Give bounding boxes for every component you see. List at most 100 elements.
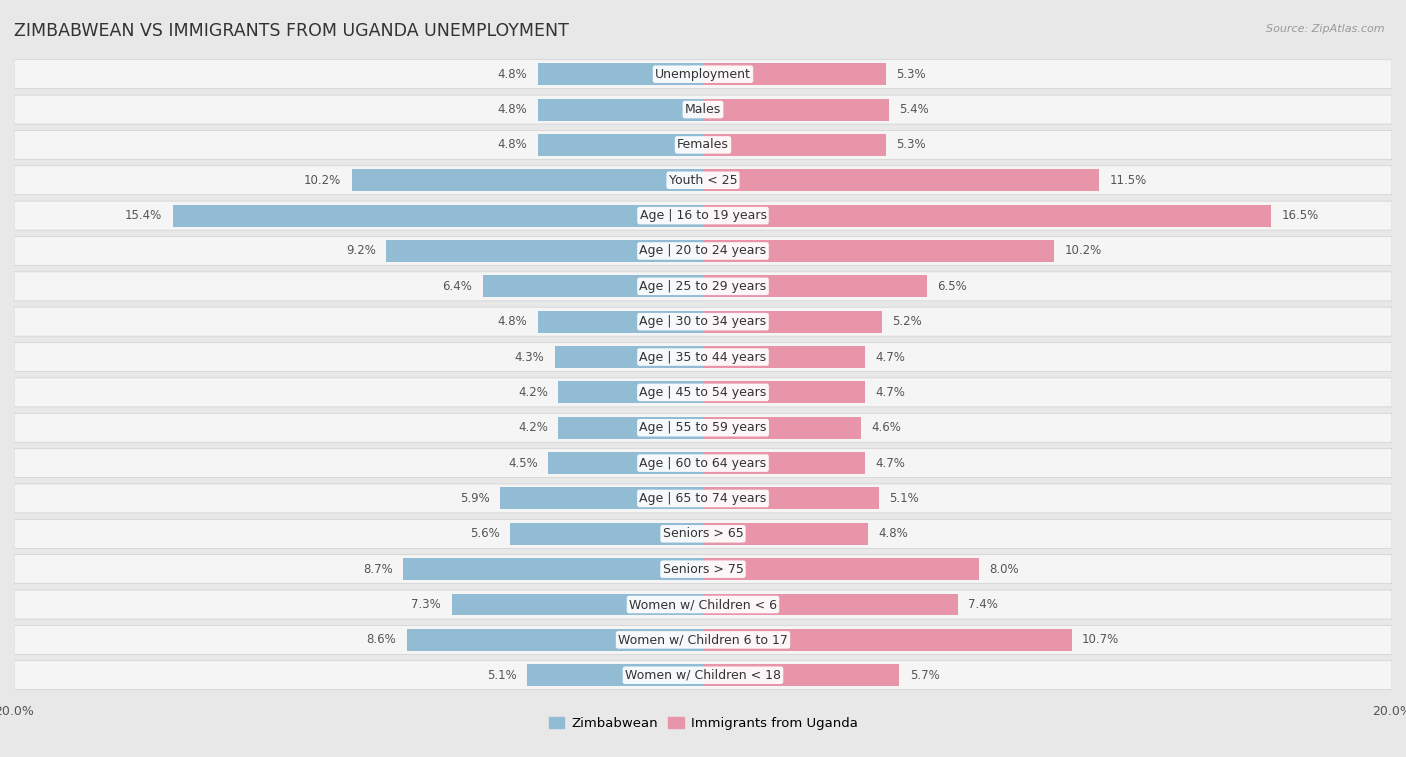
- Bar: [703, 593, 957, 615]
- Text: Women w/ Children < 18: Women w/ Children < 18: [626, 668, 780, 682]
- Text: 5.4%: 5.4%: [900, 103, 929, 116]
- FancyBboxPatch shape: [14, 201, 1392, 230]
- Text: 4.8%: 4.8%: [498, 315, 527, 329]
- Bar: [703, 558, 979, 580]
- Text: Age | 20 to 24 years: Age | 20 to 24 years: [640, 245, 766, 257]
- Bar: [537, 134, 703, 156]
- Bar: [703, 382, 865, 403]
- Bar: [703, 346, 865, 368]
- Text: Age | 30 to 34 years: Age | 30 to 34 years: [640, 315, 766, 329]
- Bar: [451, 593, 703, 615]
- FancyBboxPatch shape: [14, 555, 1392, 584]
- Bar: [703, 204, 1271, 226]
- Text: 5.7%: 5.7%: [910, 668, 939, 682]
- Text: Age | 16 to 19 years: Age | 16 to 19 years: [640, 209, 766, 222]
- Text: 10.2%: 10.2%: [304, 174, 342, 187]
- Bar: [703, 488, 879, 509]
- FancyBboxPatch shape: [14, 236, 1392, 266]
- Text: 4.6%: 4.6%: [872, 421, 901, 435]
- Text: Seniors > 75: Seniors > 75: [662, 562, 744, 575]
- FancyBboxPatch shape: [14, 307, 1392, 336]
- Text: 7.3%: 7.3%: [412, 598, 441, 611]
- Bar: [703, 98, 889, 120]
- Text: 4.7%: 4.7%: [875, 386, 905, 399]
- Bar: [537, 310, 703, 332]
- Text: Unemployment: Unemployment: [655, 67, 751, 81]
- Text: 6.4%: 6.4%: [443, 280, 472, 293]
- Text: Age | 35 to 44 years: Age | 35 to 44 years: [640, 350, 766, 363]
- Text: ZIMBABWEAN VS IMMIGRANTS FROM UGANDA UNEMPLOYMENT: ZIMBABWEAN VS IMMIGRANTS FROM UGANDA UNE…: [14, 22, 569, 40]
- Text: 4.2%: 4.2%: [519, 421, 548, 435]
- Bar: [352, 170, 703, 192]
- Bar: [510, 523, 703, 545]
- Bar: [703, 240, 1054, 262]
- Text: 10.2%: 10.2%: [1064, 245, 1102, 257]
- Bar: [527, 665, 703, 686]
- Text: Seniors > 65: Seniors > 65: [662, 528, 744, 540]
- FancyBboxPatch shape: [14, 413, 1392, 442]
- Text: 4.5%: 4.5%: [508, 456, 537, 469]
- Bar: [548, 452, 703, 474]
- Text: 10.7%: 10.7%: [1083, 634, 1119, 646]
- Bar: [558, 417, 703, 439]
- Text: 4.8%: 4.8%: [498, 67, 527, 81]
- Text: Age | 55 to 59 years: Age | 55 to 59 years: [640, 421, 766, 435]
- Text: 4.7%: 4.7%: [875, 456, 905, 469]
- Text: 4.3%: 4.3%: [515, 350, 544, 363]
- Legend: Zimbabwean, Immigrants from Uganda: Zimbabwean, Immigrants from Uganda: [543, 712, 863, 735]
- FancyBboxPatch shape: [14, 625, 1392, 654]
- FancyBboxPatch shape: [14, 378, 1392, 407]
- Text: 8.6%: 8.6%: [367, 634, 396, 646]
- Bar: [499, 488, 703, 509]
- Text: Youth < 25: Youth < 25: [669, 174, 737, 187]
- Bar: [537, 64, 703, 86]
- Bar: [703, 523, 869, 545]
- FancyBboxPatch shape: [14, 519, 1392, 548]
- FancyBboxPatch shape: [14, 590, 1392, 619]
- Text: 4.2%: 4.2%: [519, 386, 548, 399]
- Bar: [703, 170, 1099, 192]
- Text: 11.5%: 11.5%: [1109, 174, 1147, 187]
- Text: 4.8%: 4.8%: [498, 139, 527, 151]
- Bar: [537, 98, 703, 120]
- Bar: [387, 240, 703, 262]
- Text: Males: Males: [685, 103, 721, 116]
- FancyBboxPatch shape: [14, 130, 1392, 160]
- Bar: [703, 629, 1071, 651]
- Bar: [703, 276, 927, 298]
- Text: 5.3%: 5.3%: [896, 67, 925, 81]
- Text: Age | 25 to 29 years: Age | 25 to 29 years: [640, 280, 766, 293]
- Text: 5.1%: 5.1%: [889, 492, 918, 505]
- Text: Females: Females: [678, 139, 728, 151]
- Text: 5.1%: 5.1%: [488, 668, 517, 682]
- Bar: [404, 558, 703, 580]
- FancyBboxPatch shape: [14, 95, 1392, 124]
- Bar: [703, 310, 882, 332]
- Bar: [482, 276, 703, 298]
- Text: 8.7%: 8.7%: [363, 562, 392, 575]
- FancyBboxPatch shape: [14, 343, 1392, 372]
- Text: 4.7%: 4.7%: [875, 350, 905, 363]
- Text: Women w/ Children < 6: Women w/ Children < 6: [628, 598, 778, 611]
- Bar: [703, 64, 886, 86]
- Bar: [173, 204, 703, 226]
- Bar: [555, 346, 703, 368]
- FancyBboxPatch shape: [14, 661, 1392, 690]
- Bar: [703, 452, 865, 474]
- Bar: [703, 417, 862, 439]
- Text: Age | 60 to 64 years: Age | 60 to 64 years: [640, 456, 766, 469]
- Text: 5.9%: 5.9%: [460, 492, 489, 505]
- Text: Age | 65 to 74 years: Age | 65 to 74 years: [640, 492, 766, 505]
- Bar: [703, 665, 900, 686]
- Text: 5.6%: 5.6%: [470, 528, 499, 540]
- Text: 7.4%: 7.4%: [969, 598, 998, 611]
- FancyBboxPatch shape: [14, 272, 1392, 301]
- FancyBboxPatch shape: [14, 60, 1392, 89]
- Text: 4.8%: 4.8%: [498, 103, 527, 116]
- FancyBboxPatch shape: [14, 449, 1392, 478]
- Text: 5.2%: 5.2%: [893, 315, 922, 329]
- Bar: [703, 134, 886, 156]
- Text: Source: ZipAtlas.com: Source: ZipAtlas.com: [1267, 24, 1385, 34]
- Text: 5.3%: 5.3%: [896, 139, 925, 151]
- Text: 8.0%: 8.0%: [988, 562, 1018, 575]
